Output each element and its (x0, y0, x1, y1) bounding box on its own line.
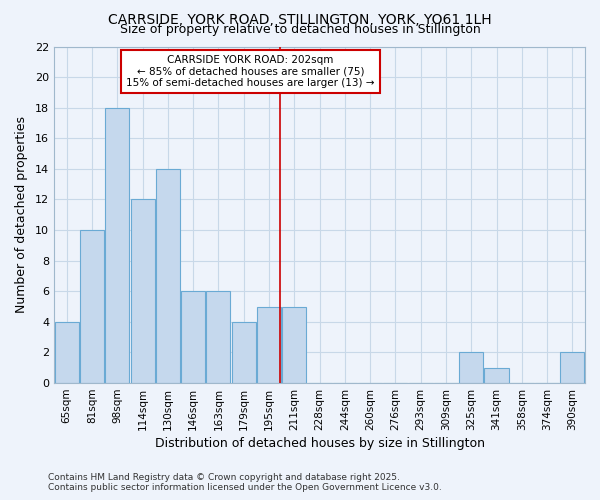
Bar (560, 352, 584, 383)
Bar (156, 169, 180, 383)
Bar (181, 292, 205, 383)
Bar (206, 292, 230, 383)
Bar (282, 306, 306, 383)
Bar (55, 322, 79, 383)
Y-axis label: Number of detached properties: Number of detached properties (15, 116, 28, 314)
Bar (80, 230, 104, 383)
Bar (232, 322, 256, 383)
X-axis label: Distribution of detached houses by size in Stillington: Distribution of detached houses by size … (155, 437, 485, 450)
Bar (131, 200, 155, 383)
Bar (257, 306, 281, 383)
Bar (459, 352, 483, 383)
Text: Size of property relative to detached houses in Stillington: Size of property relative to detached ho… (119, 22, 481, 36)
Bar (105, 108, 129, 383)
Text: Contains HM Land Registry data © Crown copyright and database right 2025.
Contai: Contains HM Land Registry data © Crown c… (48, 473, 442, 492)
Text: CARRSIDE YORK ROAD: 202sqm
← 85% of detached houses are smaller (75)
15% of semi: CARRSIDE YORK ROAD: 202sqm ← 85% of deta… (126, 55, 375, 88)
Text: CARRSIDE, YORK ROAD, STILLINGTON, YORK, YO61 1LH: CARRSIDE, YORK ROAD, STILLINGTON, YORK, … (108, 12, 492, 26)
Bar (484, 368, 509, 383)
